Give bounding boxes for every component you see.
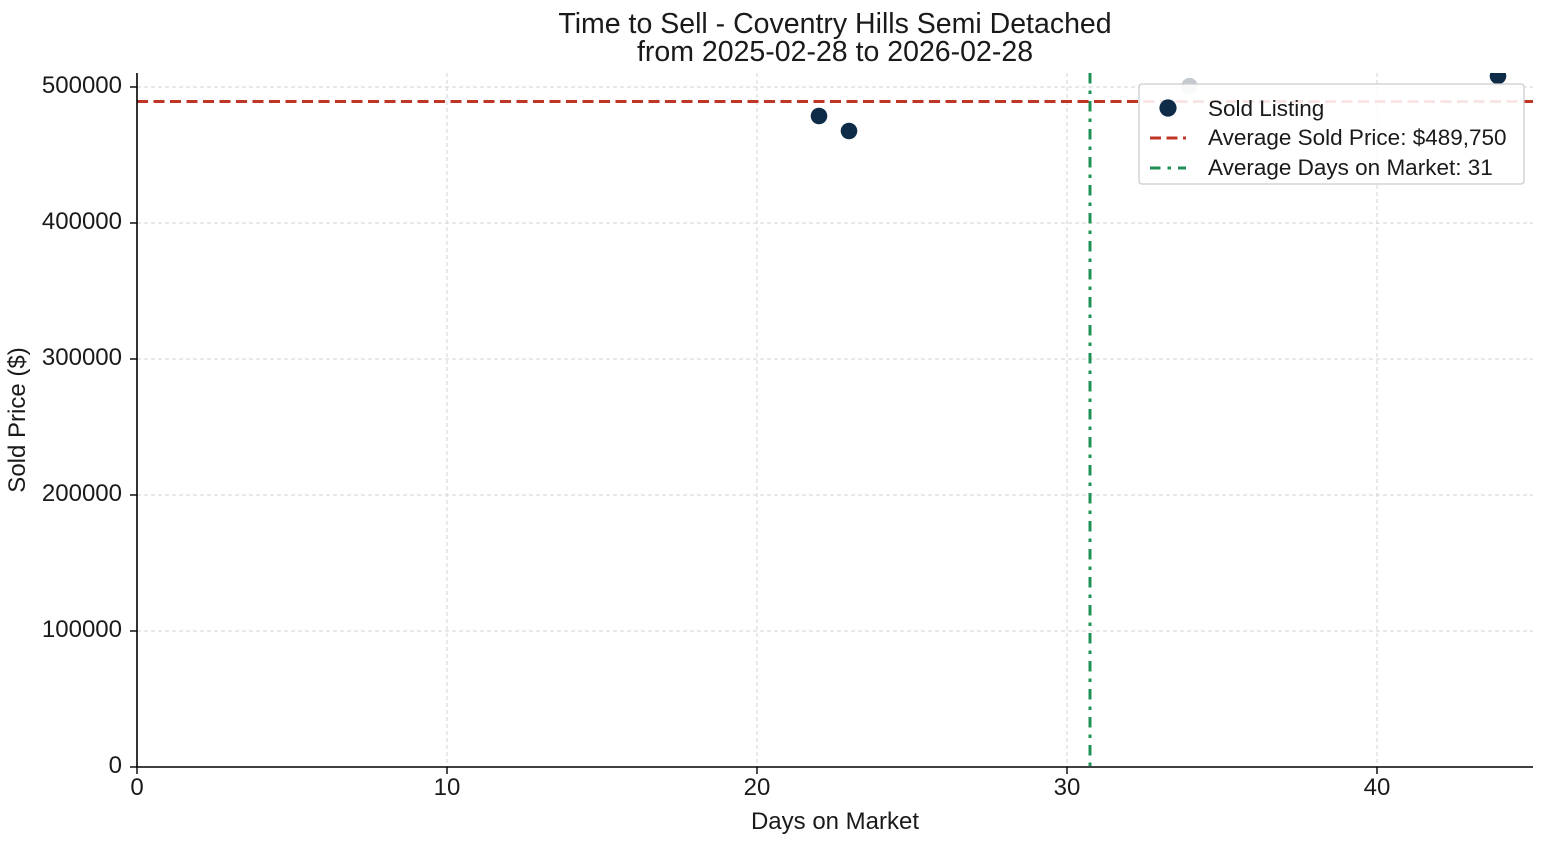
svg-text:Average Sold Price: $489,750: Average Sold Price: $489,750 (1208, 125, 1507, 150)
svg-text:40: 40 (1364, 774, 1391, 801)
svg-text:500000: 500000 (42, 72, 122, 99)
svg-text:20: 20 (744, 774, 771, 801)
svg-text:Sold Listing: Sold Listing (1208, 96, 1324, 121)
svg-text:Days on Market: Days on Market (751, 808, 919, 835)
svg-text:from 2025-02-28 to 2026-02-28: from 2025-02-28 to 2026-02-28 (637, 36, 1033, 68)
svg-text:300000: 300000 (42, 344, 122, 371)
svg-text:400000: 400000 (42, 208, 122, 235)
svg-text:0: 0 (130, 774, 143, 801)
svg-text:30: 30 (1054, 774, 1081, 801)
svg-text:Sold Price ($): Sold Price ($) (4, 347, 31, 492)
svg-text:200000: 200000 (42, 480, 122, 507)
svg-text:0: 0 (109, 752, 122, 779)
svg-text:Average Days on Market: 31: Average Days on Market: 31 (1208, 155, 1493, 180)
svg-text:10: 10 (434, 774, 461, 801)
svg-text:100000: 100000 (42, 616, 122, 643)
